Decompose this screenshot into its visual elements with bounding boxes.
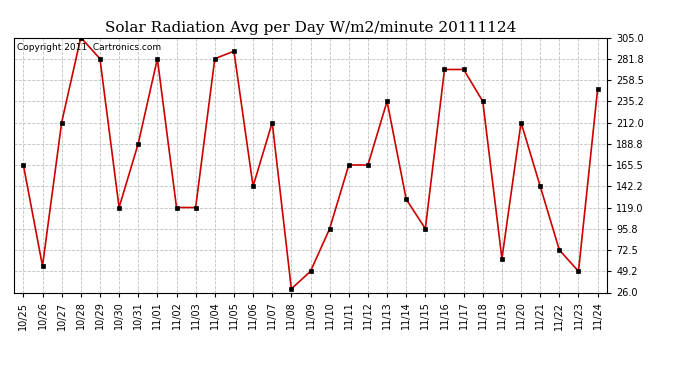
- Text: Copyright 2011  Cartronics.com: Copyright 2011 Cartronics.com: [17, 43, 161, 52]
- Title: Solar Radiation Avg per Day W/m2/minute 20111124: Solar Radiation Avg per Day W/m2/minute …: [105, 21, 516, 35]
